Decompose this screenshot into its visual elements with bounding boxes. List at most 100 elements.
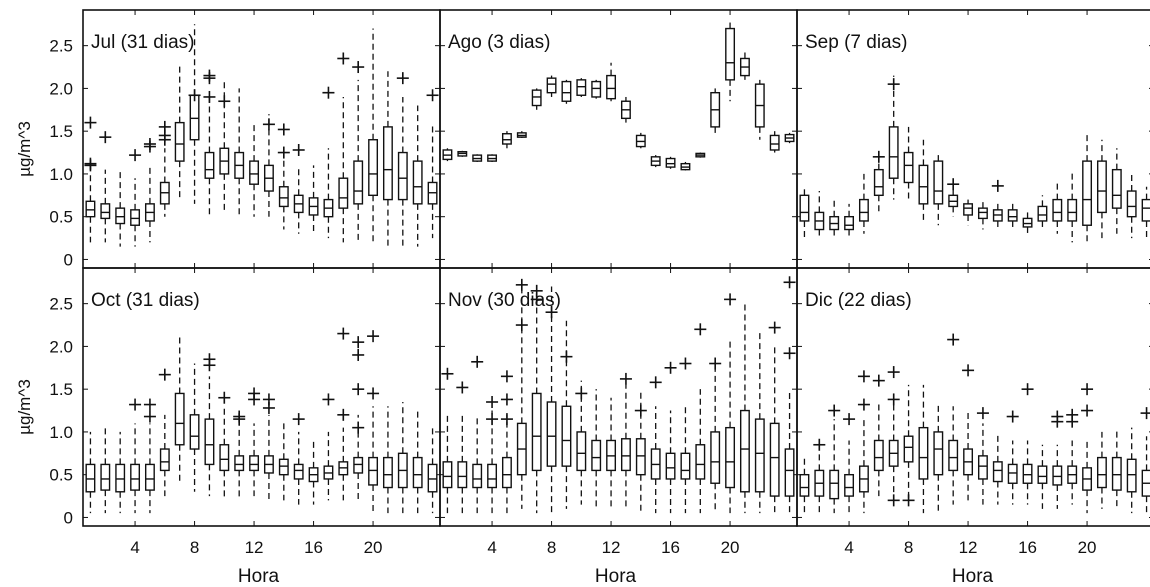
outlier-marker	[857, 370, 870, 383]
outlier-marker	[515, 319, 528, 332]
iqr-box	[918, 426, 929, 480]
outlier-marker	[560, 350, 573, 363]
iqr-box	[100, 203, 111, 220]
box-hour-11	[234, 423, 245, 501]
outlier-marker	[887, 366, 900, 379]
outlier-marker	[887, 494, 900, 507]
box-hour-17	[680, 406, 691, 514]
iqr-box	[174, 121, 185, 162]
box-hour-5	[858, 419, 869, 514]
iqr-box	[353, 160, 364, 205]
outlier-marker	[500, 393, 513, 406]
iqr-box	[784, 448, 795, 497]
iqr-box	[144, 463, 155, 491]
iqr-box	[531, 392, 542, 472]
y-tick-label: 0	[64, 250, 73, 269]
box-hour-13	[263, 414, 274, 501]
box-hour-4	[844, 440, 855, 514]
iqr-box	[933, 431, 944, 476]
outlier-marker	[337, 327, 350, 340]
box-hour-15	[1007, 440, 1018, 505]
box-hour-1	[799, 186, 810, 239]
iqr-box	[531, 89, 542, 107]
box-hour-16	[308, 165, 319, 234]
box-hour-22	[754, 79, 765, 140]
box-hour-2	[100, 169, 111, 243]
iqr-box	[159, 448, 170, 472]
outlier-marker	[545, 306, 558, 319]
box-hour-8	[189, 363, 200, 492]
iqr-box	[1007, 209, 1018, 222]
iqr-box	[561, 405, 572, 467]
panel-4: Oct (31 dias) 0 0.5 1.0 1.5 2.0 2.5 µg/m^3 4 8 12 1…	[15, 267, 441, 587]
iqr-box	[665, 157, 676, 168]
iqr-box	[382, 456, 393, 489]
box-hour-15	[293, 165, 304, 234]
outlier-marker	[292, 143, 305, 156]
iqr-box	[710, 431, 721, 484]
box-hour-2	[457, 414, 468, 514]
outlier-marker	[129, 149, 142, 162]
box-hour-12	[249, 122, 260, 217]
iqr-box	[412, 456, 423, 489]
outlier-marker	[471, 355, 484, 368]
x-tick-label: 4	[130, 538, 139, 557]
outlier-marker	[1066, 408, 1079, 421]
outlier-marker	[649, 376, 662, 389]
iqr-box	[174, 392, 185, 446]
iqr-box	[234, 455, 245, 472]
iqr-box	[1037, 205, 1048, 222]
iqr-box	[844, 473, 855, 497]
panel-5: Nov (30 dias) 4 8 12 16 20 Hora	[439, 267, 798, 587]
box-hour-18	[1052, 182, 1063, 234]
iqr-box	[799, 194, 810, 222]
outlier-marker	[530, 284, 543, 297]
outlier-marker	[709, 357, 722, 370]
box-hour-3	[829, 199, 840, 239]
outlier-marker	[976, 407, 989, 420]
outlier-marker	[188, 89, 201, 102]
outlier-marker	[947, 333, 960, 346]
iqr-box	[382, 126, 393, 201]
box-hour-24	[1141, 186, 1150, 239]
x-tick-label: 16	[304, 538, 323, 557]
outlier-marker	[352, 421, 365, 434]
box-hour-24	[427, 122, 438, 239]
iqr-box	[368, 139, 379, 197]
iqr-box	[918, 164, 929, 205]
outlier-marker	[262, 393, 275, 406]
outlier-marker	[619, 372, 632, 385]
iqr-box	[829, 469, 840, 500]
box-hour-6	[159, 148, 170, 217]
iqr-box	[501, 133, 512, 145]
box-hour-16	[1022, 440, 1033, 505]
outlier-marker	[768, 321, 781, 334]
box-hour-8	[189, 24, 200, 204]
iqr-box	[487, 463, 498, 489]
box-hour-13	[620, 96, 631, 123]
box-hour-22	[397, 96, 408, 247]
outlier-marker	[694, 323, 707, 336]
y-tick-label: 0.5	[49, 208, 73, 227]
outlier-marker	[292, 413, 305, 426]
iqr-box	[546, 77, 557, 94]
box-hour-20	[368, 28, 379, 243]
outlier-marker	[84, 116, 97, 129]
box-hour-1	[799, 457, 810, 514]
box-hour-6	[516, 286, 527, 509]
outlier-marker	[352, 61, 365, 74]
box-hour-11	[948, 406, 959, 505]
box-hour-10	[933, 402, 944, 514]
panel-1: Jul (31 dias) 0 0.5 1.0 1.5 2.0 2.5 µg/m^3	[15, 9, 441, 269]
outlier-marker	[337, 408, 350, 421]
box-hour-11	[591, 79, 602, 99]
box-hour-2	[814, 440, 825, 514]
box-hour-20	[725, 337, 736, 514]
box-hour-23	[769, 131, 780, 153]
x-tick-label: 16	[1018, 538, 1037, 557]
outlier-marker	[352, 383, 365, 396]
box-hour-9	[561, 320, 572, 509]
box-hour-1	[442, 414, 453, 514]
box-hour-14	[992, 203, 1003, 230]
